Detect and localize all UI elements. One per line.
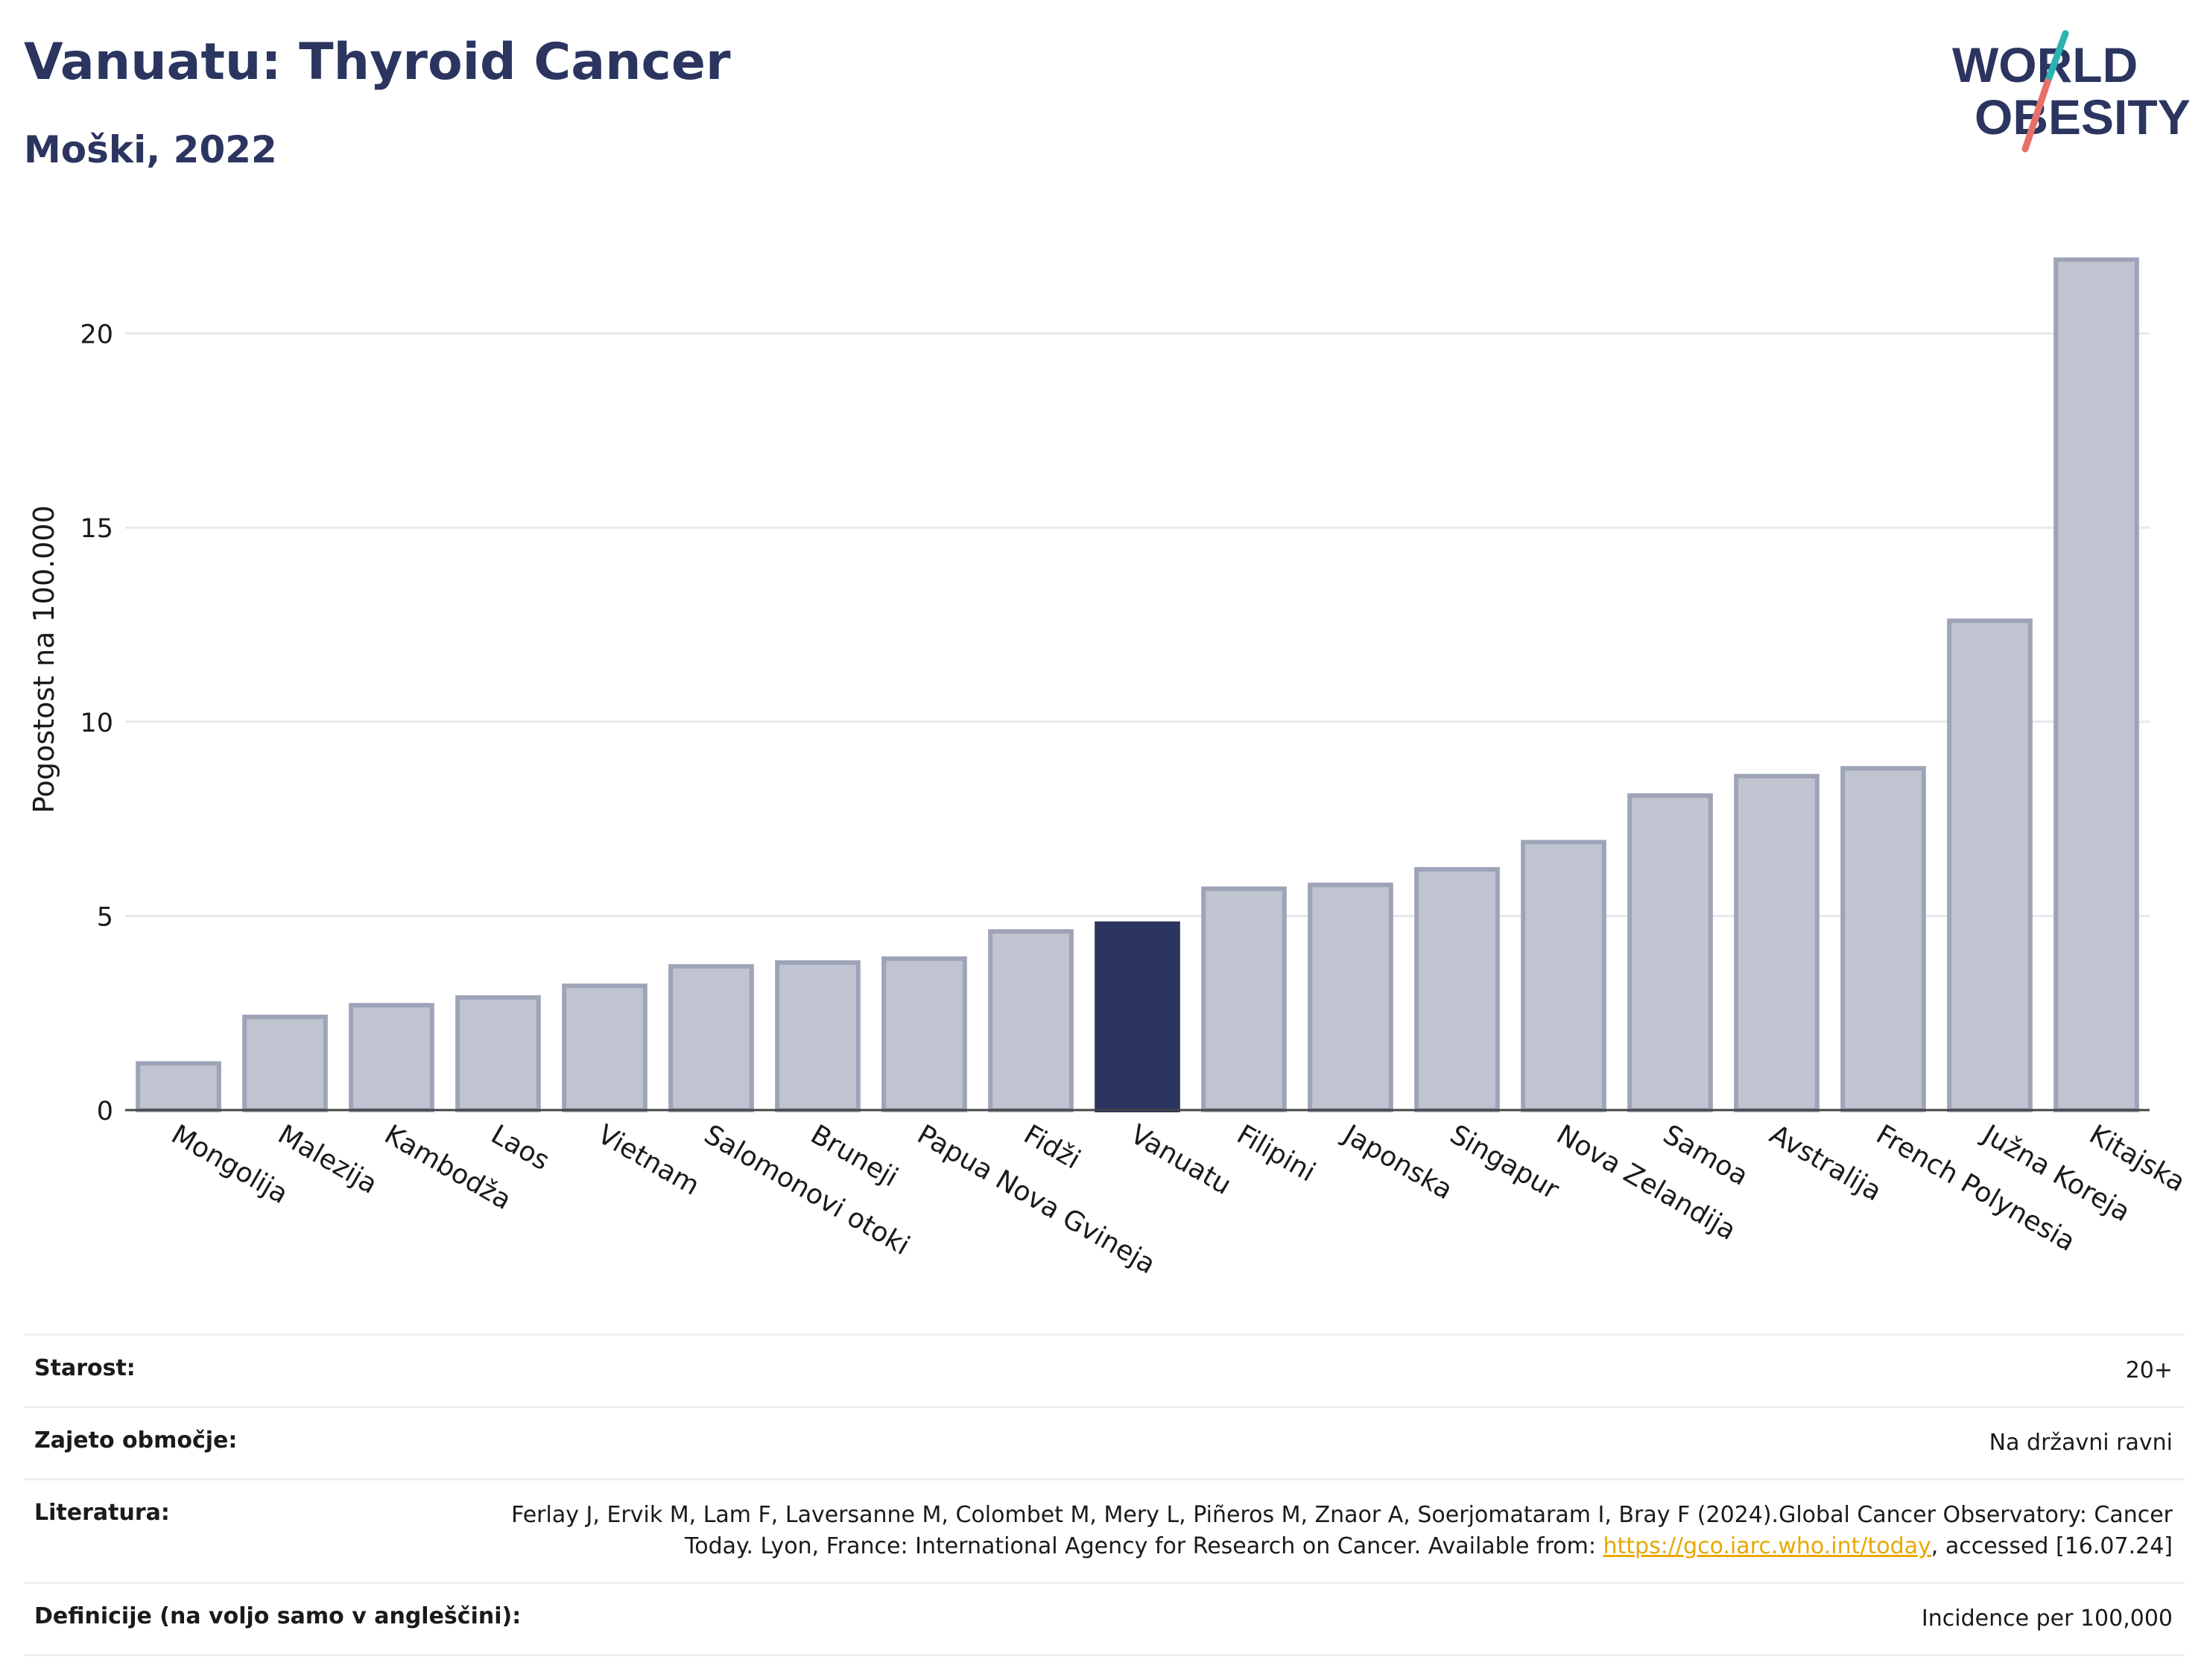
reference-label: Literatura: (34, 1500, 170, 1526)
definitions-label: Definicije (na voljo samo v angleščini): (34, 1603, 522, 1629)
x-tick-label: Avstralija (1764, 1119, 1887, 1207)
bar-laos[interactable] (455, 995, 541, 1112)
x-tick-label: Japonska (1337, 1118, 1457, 1205)
bar-japonska[interactable] (1308, 882, 1393, 1112)
bar-samoa[interactable] (1627, 793, 1713, 1113)
y-tick-label: 15 (80, 514, 113, 544)
y-tick-label: 10 (80, 709, 113, 738)
x-tick-label: Nova Zelandija (1551, 1119, 1741, 1246)
meta-row-reference: Literatura: Ferlay J, Ervik M, Lam F, La… (24, 1478, 2185, 1582)
bar-južna-koreja[interactable] (1947, 618, 2033, 1112)
x-tick-label: Fidži (1019, 1119, 1086, 1175)
reference-link[interactable]: https://gco.iarc.who.int/today (1603, 1533, 1931, 1559)
meta-row-age: Starost: 20+ (24, 1334, 2185, 1406)
coverage-value: Na državni ravni (1989, 1430, 2173, 1456)
coverage-label: Zajeto območje: (34, 1427, 238, 1454)
logo-line2: OBESITY (1975, 89, 2191, 145)
x-tick-label: Laos (486, 1119, 554, 1176)
x-tick-label: Mongolija (166, 1119, 293, 1210)
y-tick-label: 5 (97, 902, 113, 932)
bar-bruneji[interactable] (775, 960, 861, 1112)
bar-vanuatu[interactable] (1095, 921, 1180, 1112)
y-tick-label: 20 (80, 320, 113, 350)
reference-accessed: , accessed [16.07.24] (1931, 1533, 2173, 1559)
definitions-value: Incidence per 100,000 (1921, 1605, 2173, 1632)
bar-vietnam[interactable] (562, 983, 647, 1112)
page-subtitle: Moški, 2022 (24, 128, 277, 171)
bar-salomonovi-otoki[interactable] (668, 964, 754, 1113)
bar-french-polynesia[interactable] (1840, 766, 1926, 1112)
meta-row-definitions: Definicije (na voljo samo v angleščini):… (24, 1582, 2185, 1656)
bar-nova-zelandija[interactable] (1521, 840, 1606, 1112)
bar-singapur[interactable] (1414, 866, 1500, 1113)
bars (136, 257, 2139, 1113)
reference-value: Ferlay J, Ervik M, Lam F, Laversanne M, … (459, 1500, 2173, 1562)
bar-malezija[interactable] (242, 1014, 328, 1113)
bar-filipini[interactable] (1201, 886, 1287, 1112)
x-tick-label: Singapur (1445, 1119, 1564, 1205)
y-axis-title: Pogostost na 100.000 (28, 505, 60, 814)
x-tick-label: Vietnam (592, 1119, 704, 1202)
bar-kambodža[interactable] (349, 1003, 434, 1113)
metadata-table: Starost: 20+ Zajeto območje: Na državni … (24, 1334, 2185, 1656)
bar-avstralija[interactable] (1734, 773, 1820, 1112)
meta-row-coverage: Zajeto območje: Na državni ravni (24, 1406, 2185, 1478)
x-tick-label: Vanuatu (1125, 1119, 1236, 1201)
bar-mongolija[interactable] (136, 1061, 221, 1112)
x-tick-label: Filipini (1232, 1119, 1320, 1188)
age-value: 20+ (2125, 1357, 2173, 1383)
x-tick-label: French Polynesia (1871, 1119, 2080, 1258)
y-tick-label: 0 (97, 1097, 113, 1126)
reference-text: Ferlay J, Ervik M, Lam F, Laversanne M, … (511, 1502, 2173, 1559)
x-tick-label: Salomonovi otoki (699, 1119, 915, 1261)
page-title: Vanuatu: Thyroid Cancer (24, 33, 731, 92)
world-obesity-logo: WORLD OBESITY (1952, 30, 2191, 153)
age-label: Starost: (34, 1355, 136, 1381)
bar-papua-nova-gvineja[interactable] (881, 956, 967, 1112)
bar-fidži[interactable] (988, 929, 1074, 1113)
bar-kitajska[interactable] (2053, 257, 2139, 1113)
